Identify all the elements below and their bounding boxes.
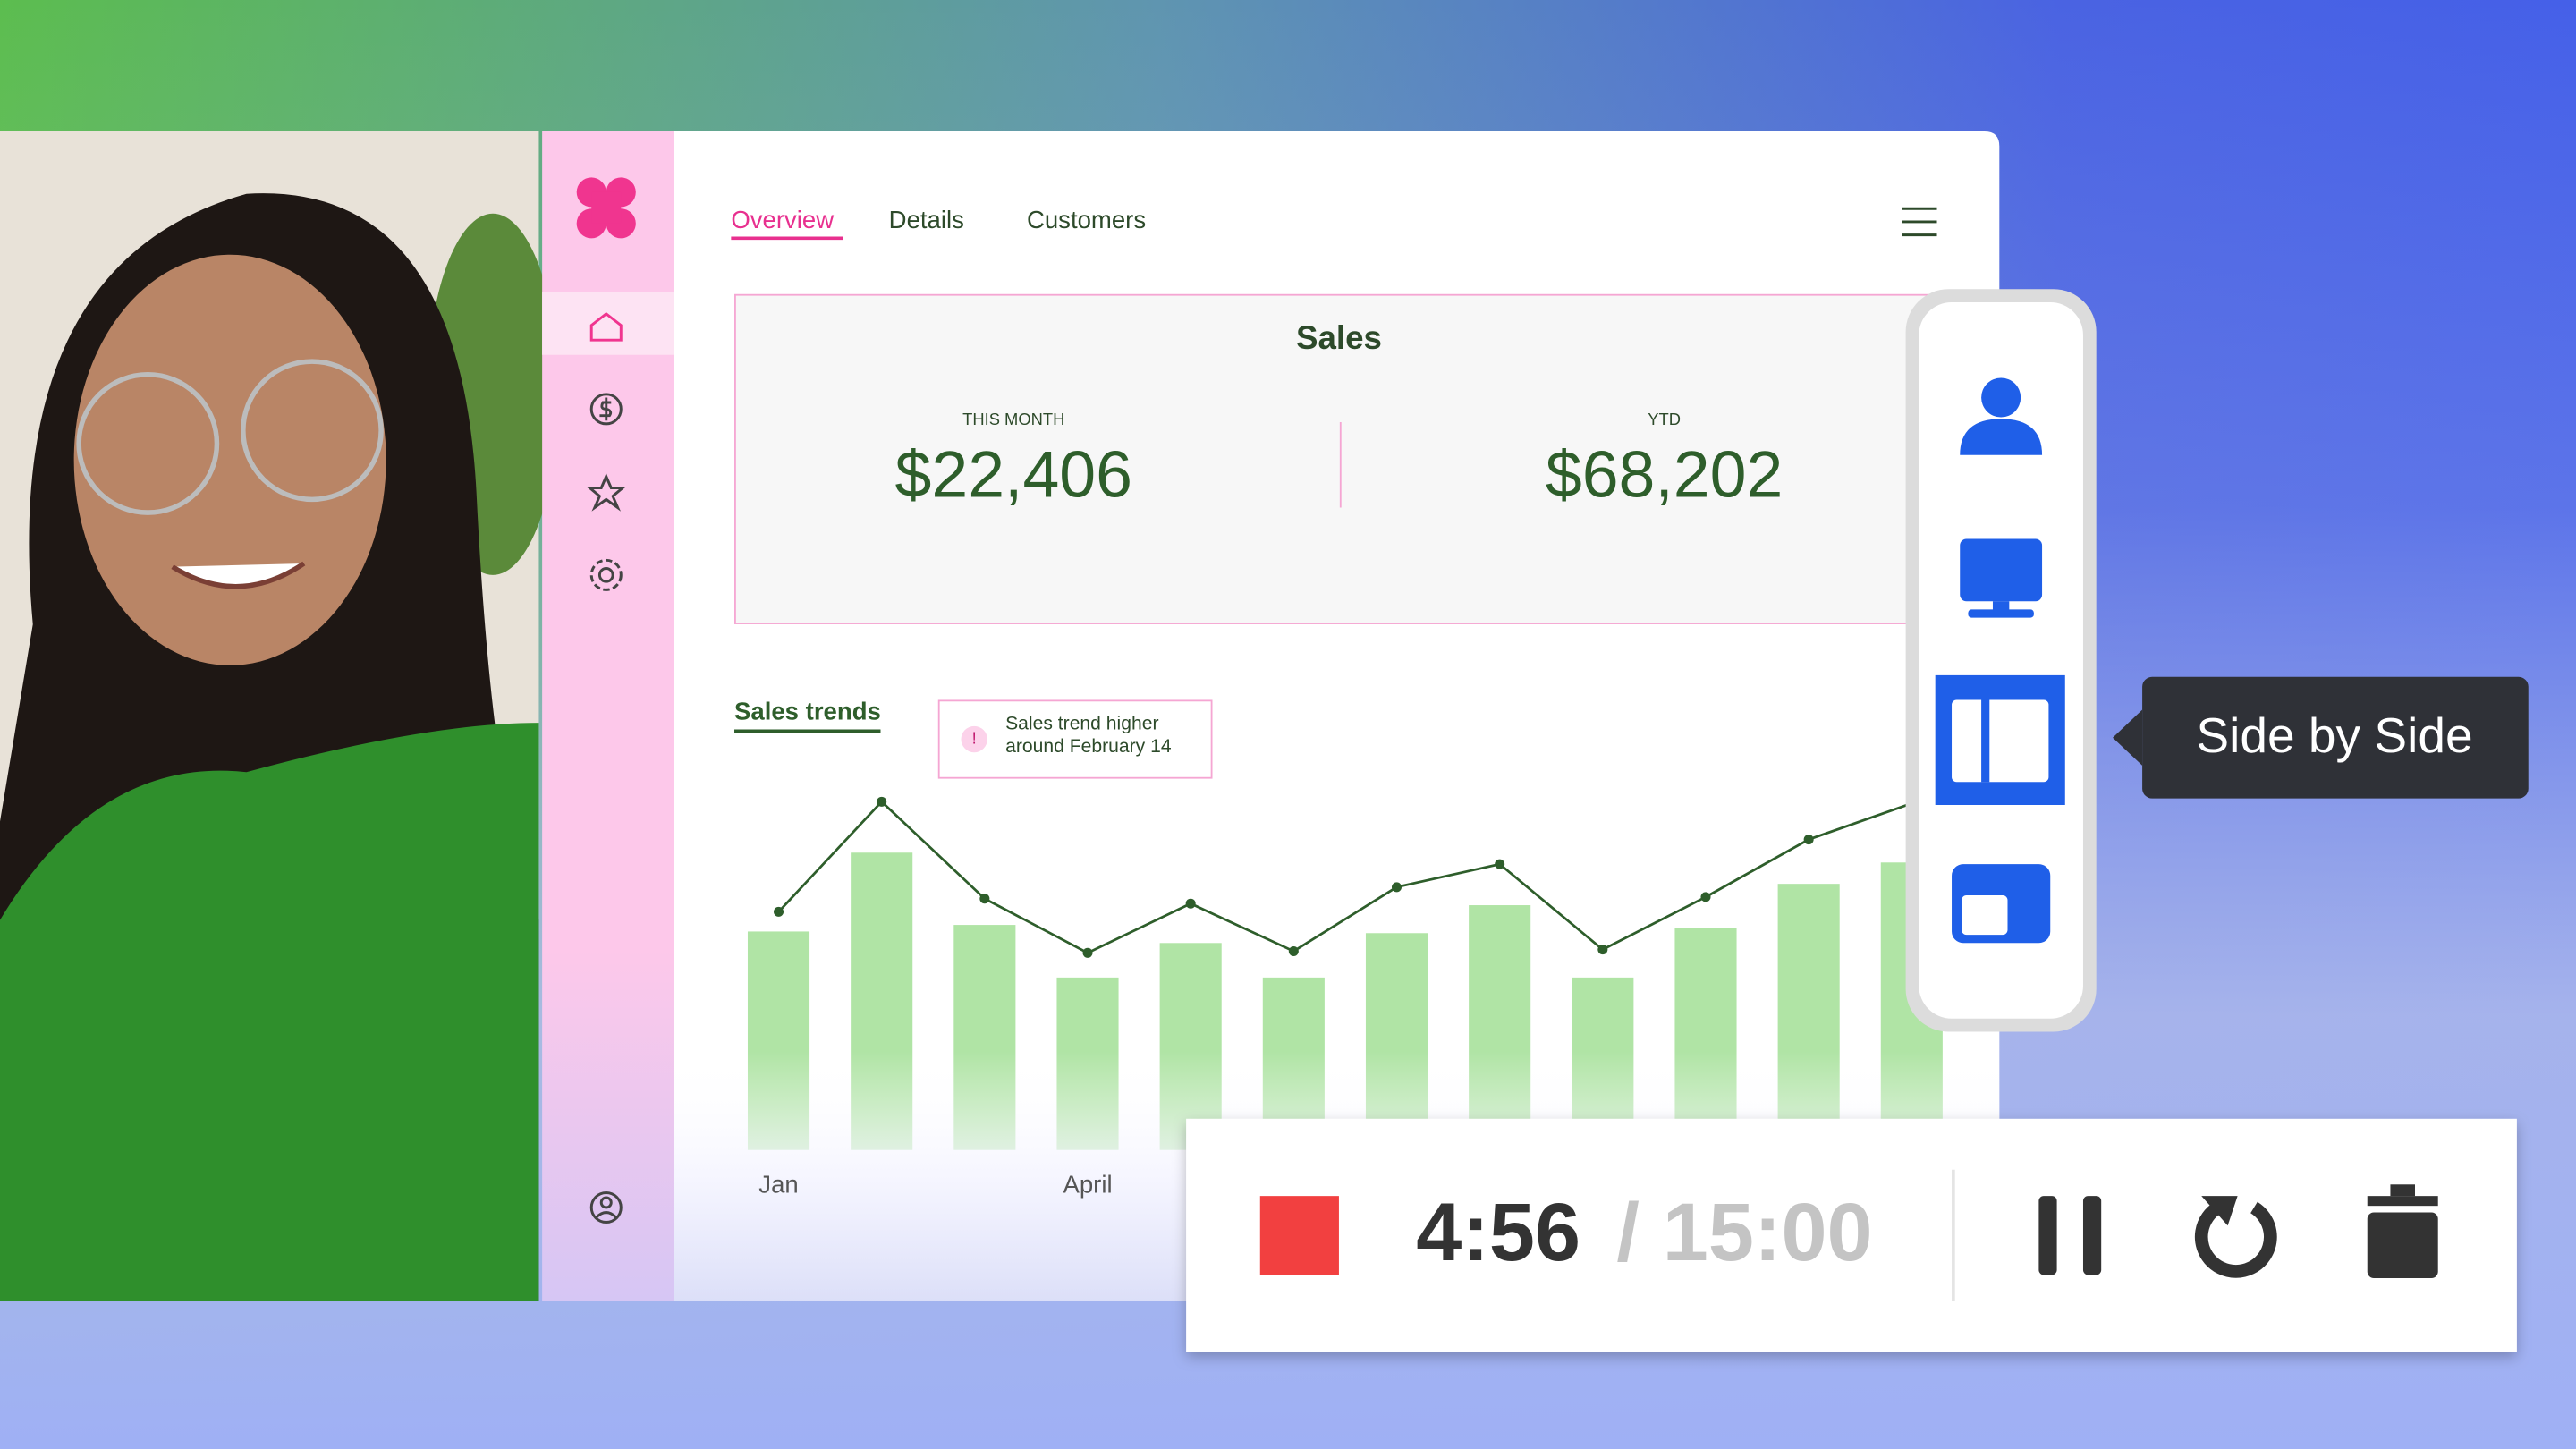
sales-card [734,293,1932,624]
x-tick-label: Jan [758,1170,798,1198]
annotation: Sales trend higher around February 14 [1005,714,1172,758]
tab[interactable]: Details [889,206,964,233]
alert-icon [961,725,987,753]
tooltip [2113,676,2529,799]
metric-value: $68,202 [1546,437,1784,512]
logo [576,177,636,239]
total-time: 15:00 [1663,1187,1873,1278]
x-labels: Jan April [758,1170,1112,1198]
trend-point [979,894,990,904]
delete-button[interactable] [2367,1184,2438,1278]
star-icon[interactable] [586,472,627,512]
webcam-photo [0,131,559,1301]
trend-point [1082,947,1093,958]
metric-label: YTD [1648,410,1681,428]
trend-point [1495,859,1505,869]
chart-title: Sales trends [734,697,881,724]
time-separator: / [1616,1187,1640,1278]
screen-only-option[interactable] [1960,538,2043,618]
layout-menu-inner [1919,301,2083,1019]
trend-line [777,800,1912,954]
side-by-side-option[interactable] [1935,674,2065,805]
nav-active [542,292,674,355]
tooltip-text: Side by Side [2196,708,2472,763]
trend-point [1700,892,1711,902]
trend-point [1803,835,1814,845]
annotation-wrap: Sales trend higher around February 14 [1005,714,1172,758]
recorder-bar [1186,1118,2517,1352]
metric-label: THIS MONTH [962,410,1064,428]
dollar-icon[interactable] [589,393,623,426]
camera-only-option[interactable] [1960,377,2043,455]
restart-button[interactable] [2194,1196,2277,1278]
home-icon[interactable] [589,311,623,342]
trend-point [1185,898,1196,909]
tab[interactable]: Customers [1027,206,1146,233]
trend-point [1288,945,1299,956]
alert-mark: ! [972,728,977,747]
trend-point [877,796,887,807]
tab[interactable]: Overview [731,206,834,233]
stop-button[interactable] [1259,1196,1339,1275]
card-title: Sales [1296,319,1382,356]
trend-point [1391,882,1402,893]
settings-icon[interactable] [589,558,623,591]
trend-point [774,906,784,917]
picture-in-picture-option[interactable] [1952,864,2051,944]
elapsed-time: 4:56 [1416,1187,1580,1278]
x-tick-label: April [1063,1170,1112,1198]
metric-value: $22,406 [895,437,1133,512]
pause-button[interactable] [2038,1196,2102,1275]
trend-point [1597,945,1608,955]
menu-icon[interactable] [1902,207,1937,237]
account-icon[interactable] [589,1191,623,1224]
